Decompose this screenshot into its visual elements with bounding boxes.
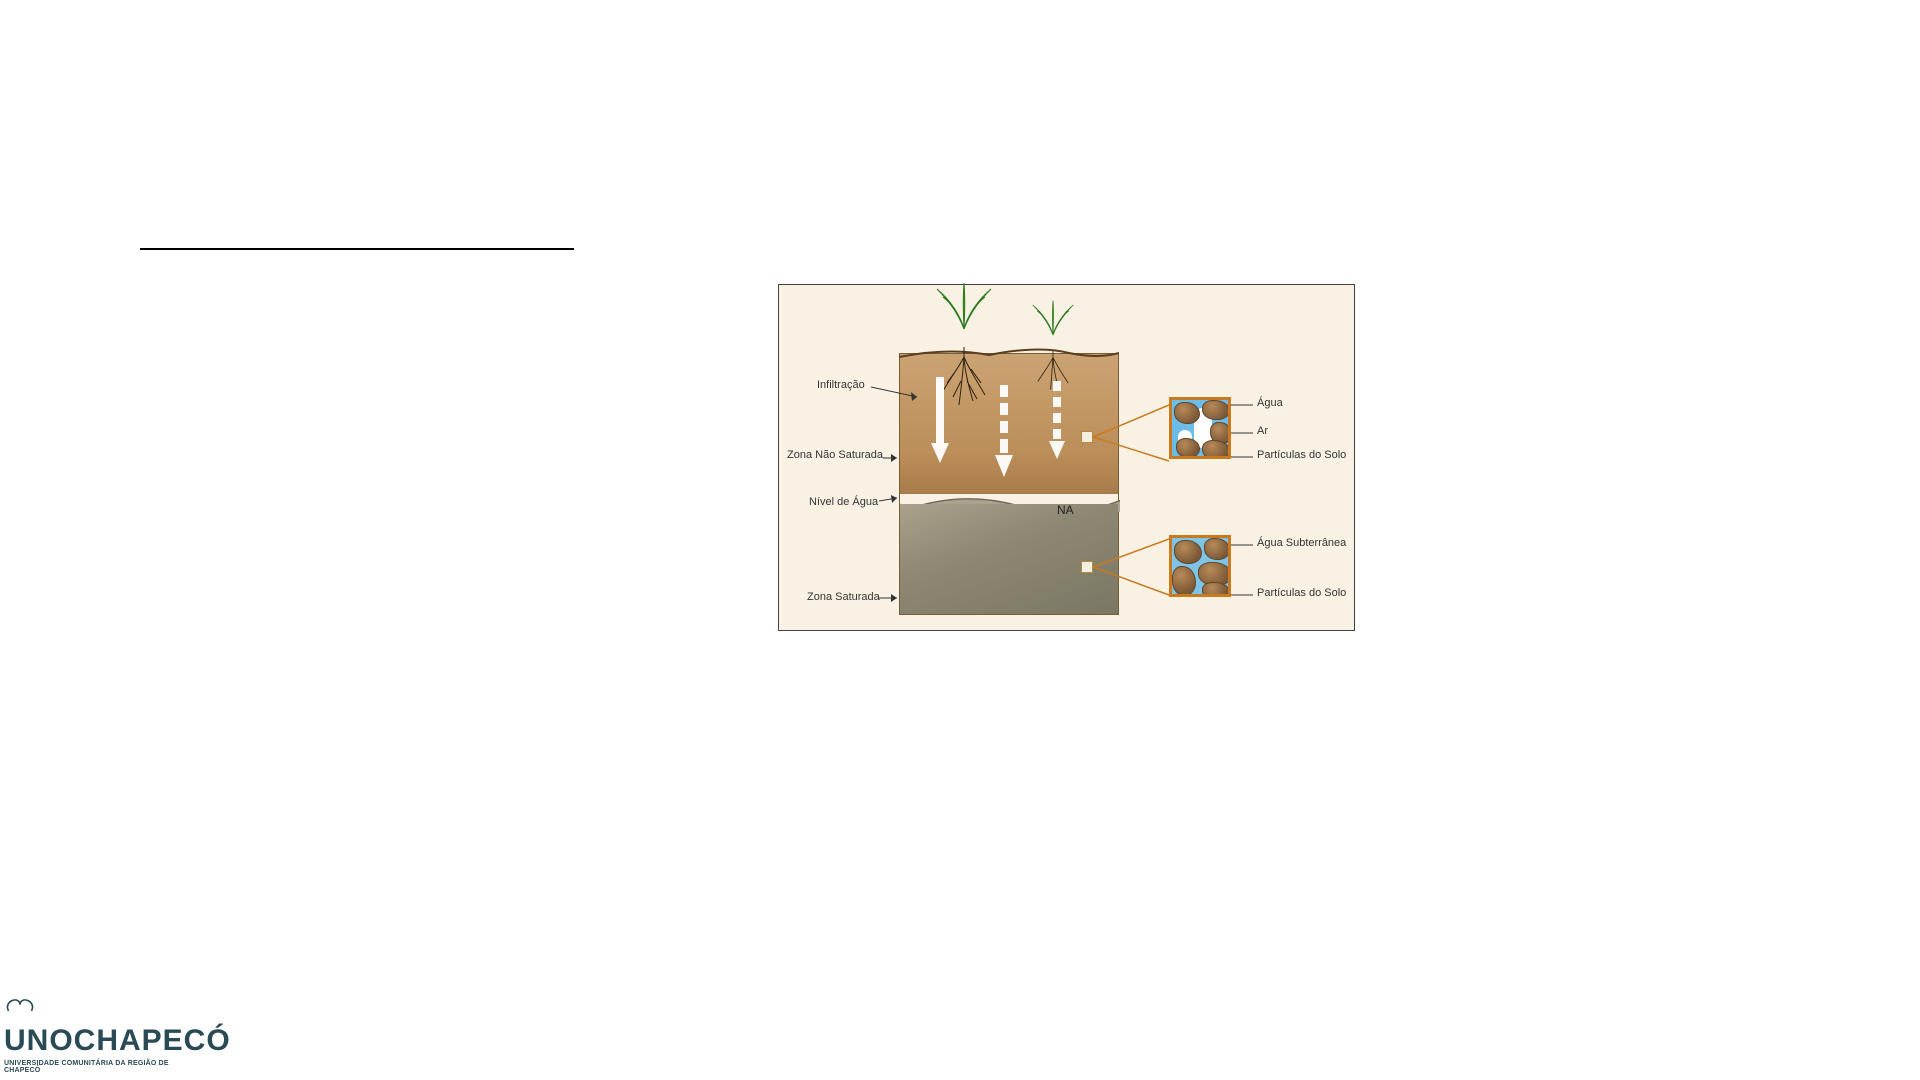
label-agua: Água [1257,397,1283,409]
leader-unsat [883,453,905,463]
sample-marker-unsat [1081,431,1093,443]
inset-unsat-leader-ar [1231,429,1253,437]
inset-unsat-leader-part [1231,453,1253,461]
logo-text: UNOCHAPECÓ [4,1024,194,1058]
infiltration-arrow-2 [995,385,1013,477]
inset-unsat-leader-agua [1231,401,1253,409]
inset-saturated [1169,535,1231,597]
label-waterlevel: Nível de Água [809,496,878,508]
soil-water-diagram: NA Infiltração Zona Não Saturada Nível d… [778,284,1355,631]
label-agua-subterranea: Água Subterrânea [1257,537,1346,549]
zone-saturated [900,504,1118,614]
logo: UNOCHAPECÓ UNIVERSIDADE COMUNITÁRIA DA R… [4,993,194,1074]
sample-marker-sat [1081,561,1093,573]
label-particulas-2: Partículas do Solo [1257,587,1346,599]
na-label: NA [1057,503,1074,517]
connector-sat-inset [1093,537,1173,599]
leader-infiltration [871,383,929,401]
connector-unsat-inset [1093,403,1173,465]
plant-2 [1025,299,1081,359]
title-underline [140,248,574,250]
infiltration-arrow-1 [931,377,949,463]
inset-unsaturated [1169,397,1231,459]
diagram-inner: NA Infiltração Zona Não Saturada Nível d… [779,285,1354,630]
slide: NA Infiltração Zona Não Saturada Nível d… [0,0,1920,1080]
label-infiltration: Infiltração [817,379,865,391]
inset-sat-leader-part [1231,591,1253,599]
leader-sat [879,593,905,603]
label-unsat: Zona Não Saturada [787,449,883,461]
label-ar: Ar [1257,425,1268,437]
logo-subtitle: UNIVERSIDADE COMUNITÁRIA DA REGIÃO DE CH… [4,1060,194,1074]
leader-waterlevel [879,495,905,505]
label-particulas: Partículas do Solo [1257,449,1346,461]
infiltration-arrow-3 [1049,381,1065,459]
inset-sat-leader-gw [1231,541,1253,549]
label-sat: Zona Saturada [807,591,880,603]
logo-mark-icon [4,993,36,1017]
